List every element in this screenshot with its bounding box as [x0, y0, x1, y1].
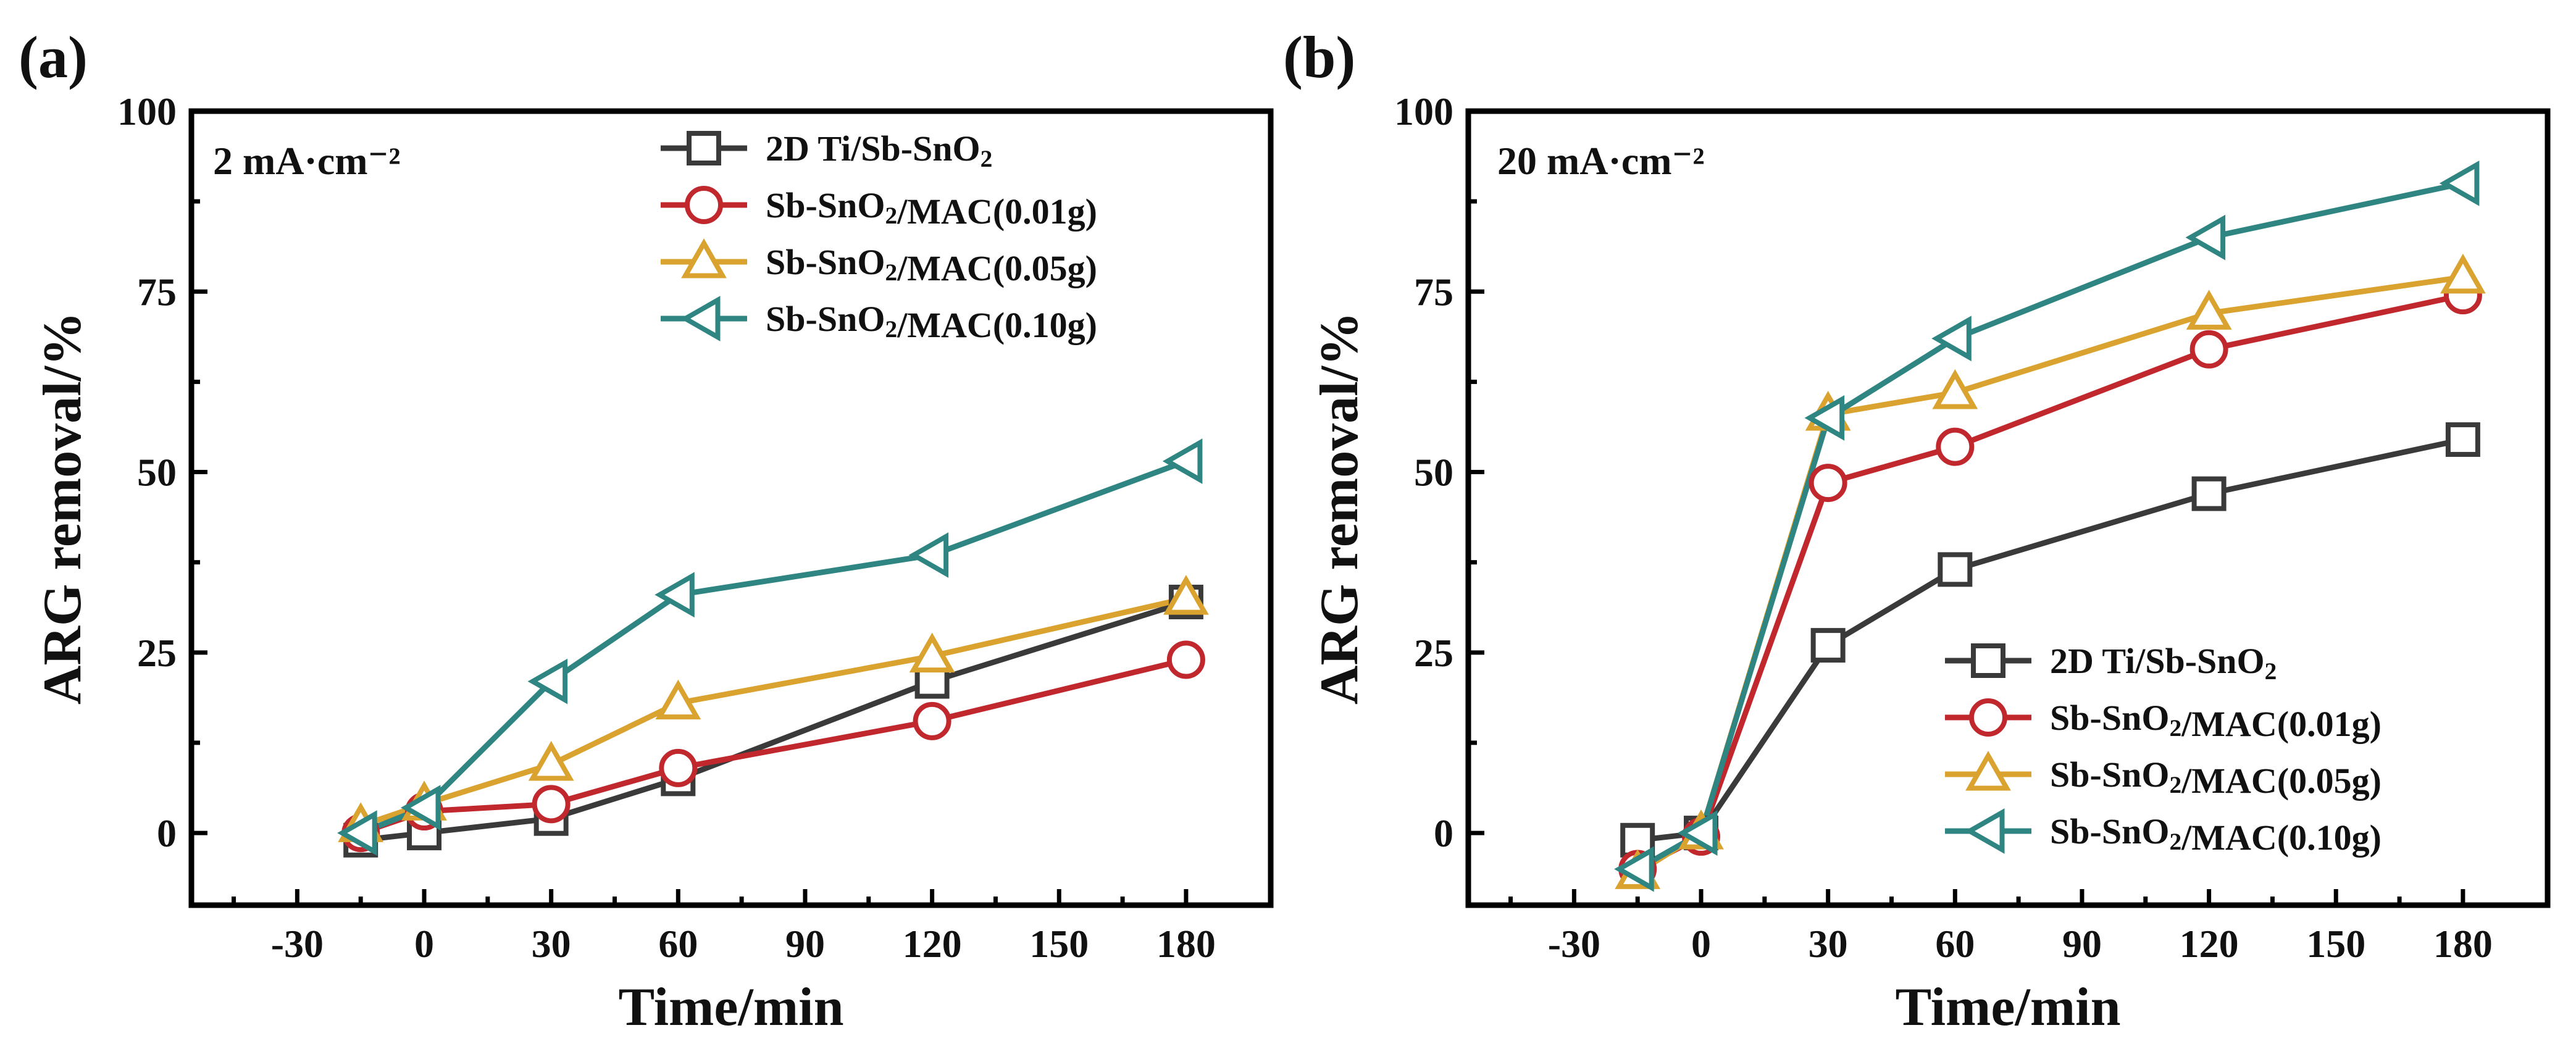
data-point-series-1	[1809, 464, 1847, 503]
data-point-series-2	[655, 679, 701, 720]
chart-panel-b: (b) -30 0 30 60 90 120 150 180 0 25 50 75 100 Time/min…	[1283, 24, 2551, 1037]
legend-label: Sb-SnO2/MAC(0.10g)	[2050, 811, 2382, 858]
x-tick-label: 150	[1029, 922, 1089, 966]
x-tick-label: 180	[1156, 922, 1216, 966]
legend-marker	[1971, 643, 2005, 678]
x-tick-label: 60	[658, 922, 698, 966]
data-point-series-0	[1938, 552, 1973, 587]
panel-label: (a)	[19, 24, 88, 90]
x-tick-label: -30	[1548, 922, 1600, 966]
legend-label: Sb-SnO2/MAC(0.05g)	[2050, 755, 2382, 801]
x-axis-label: Time/min	[1895, 977, 2120, 1037]
data-point-series-3	[337, 810, 377, 856]
legend-label: Sb-SnO2/MAC(0.01g)	[2050, 698, 2382, 744]
data-point-series-2	[1932, 369, 1978, 409]
y-tick-label: 25	[1414, 631, 1453, 675]
series-line-2	[359, 595, 1187, 829]
data-point-series-3	[1804, 395, 1845, 441]
y-tick-label: 100	[1394, 90, 1453, 133]
panel-label: (b)	[1283, 24, 1355, 90]
y-tick-label: 75	[137, 270, 177, 314]
x-tick-label: 30	[1809, 922, 1848, 966]
y-axis-label: ARG removal/%	[33, 312, 93, 705]
legend-label: Sb-SnO2/MAC(0.10g)	[766, 299, 1097, 345]
x-tick-label: 90	[2062, 922, 2102, 966]
series-line-0	[360, 599, 1187, 843]
legend-label: 2D Ti/Sb-SnO2	[2050, 641, 2277, 685]
data-point-series-3	[1162, 438, 1203, 484]
data-point-series-1	[1936, 427, 1975, 466]
current-density-annotation: 2 mA·cm⁻²	[213, 139, 401, 183]
chart-panel-a: (a) -30 0 30 60 90 120 150 180 0 25 50 75 100 Time/min…	[19, 24, 1274, 1037]
data-point-series-3	[2185, 214, 2226, 261]
data-point-series-3	[1677, 810, 1718, 856]
x-tick-label: 120	[2180, 922, 2239, 966]
data-point-series-2	[2186, 290, 2232, 330]
x-tick-label: -30	[271, 922, 324, 966]
x-tick-label: 30	[532, 922, 571, 966]
data-point-series-1	[913, 701, 951, 740]
y-tick-label: 50	[1414, 451, 1453, 495]
x-tick-label: 0	[414, 922, 434, 966]
data-point-series-2	[2440, 253, 2486, 294]
current-density-annotation: 20 mA·cm⁻²	[1497, 139, 1705, 183]
x-tick-label: 60	[1935, 922, 1975, 966]
x-tick-label: 150	[2306, 922, 2365, 966]
data-point-series-1	[2189, 330, 2228, 369]
data-point-series-0	[2191, 476, 2227, 511]
data-point-series-2	[528, 740, 574, 781]
y-axis-label: ARG removal/%	[1310, 312, 1370, 705]
data-point-series-3	[400, 785, 441, 831]
data-point-series-3	[908, 532, 949, 578]
plot-frame	[1465, 108, 2551, 908]
y-tick-label: 0	[157, 811, 177, 855]
data-point-series-0	[2445, 422, 2480, 457]
legend-marker	[1965, 750, 2011, 791]
data-point-series-1	[532, 785, 571, 824]
plot-frame	[188, 108, 1274, 908]
x-tick-label: 180	[2433, 922, 2493, 966]
y-tick-label: 50	[137, 451, 177, 495]
legend-label: Sb-SnO2/MAC(0.01g)	[766, 185, 1097, 232]
data-point-series-3	[1931, 316, 1972, 362]
legend-label: 2D Ti/Sb-SnO2	[766, 128, 992, 172]
series-line-3	[359, 458, 1187, 836]
data-point-series-3	[2439, 161, 2480, 206]
legend-marker	[1969, 698, 2007, 737]
x-axis-label: Time/min	[618, 977, 843, 1037]
data-point-series-2	[909, 632, 955, 673]
data-point-series-3	[1614, 846, 1654, 892]
y-tick-label: 75	[1414, 270, 1453, 314]
legend-marker	[687, 131, 721, 165]
x-tick-label: 90	[785, 922, 825, 966]
legend-marker	[685, 186, 723, 224]
x-tick-label: 0	[1691, 922, 1711, 966]
data-point-series-1	[1166, 640, 1205, 679]
y-tick-label: 100	[117, 90, 177, 133]
legend-marker	[680, 296, 721, 341]
y-tick-label: 0	[1434, 811, 1453, 855]
data-point-series-1	[659, 748, 698, 787]
legend-marker	[1964, 808, 2005, 854]
y-tick-label: 25	[137, 631, 177, 675]
data-point-series-2	[1163, 575, 1209, 615]
data-point-series-3	[654, 572, 695, 618]
x-tick-label: 120	[903, 922, 962, 966]
legend-marker	[681, 238, 727, 278]
legend-label: Sb-SnO2/MAC(0.05g)	[766, 242, 1097, 288]
data-point-series-3	[527, 658, 568, 705]
data-point-series-0	[1810, 628, 1846, 663]
